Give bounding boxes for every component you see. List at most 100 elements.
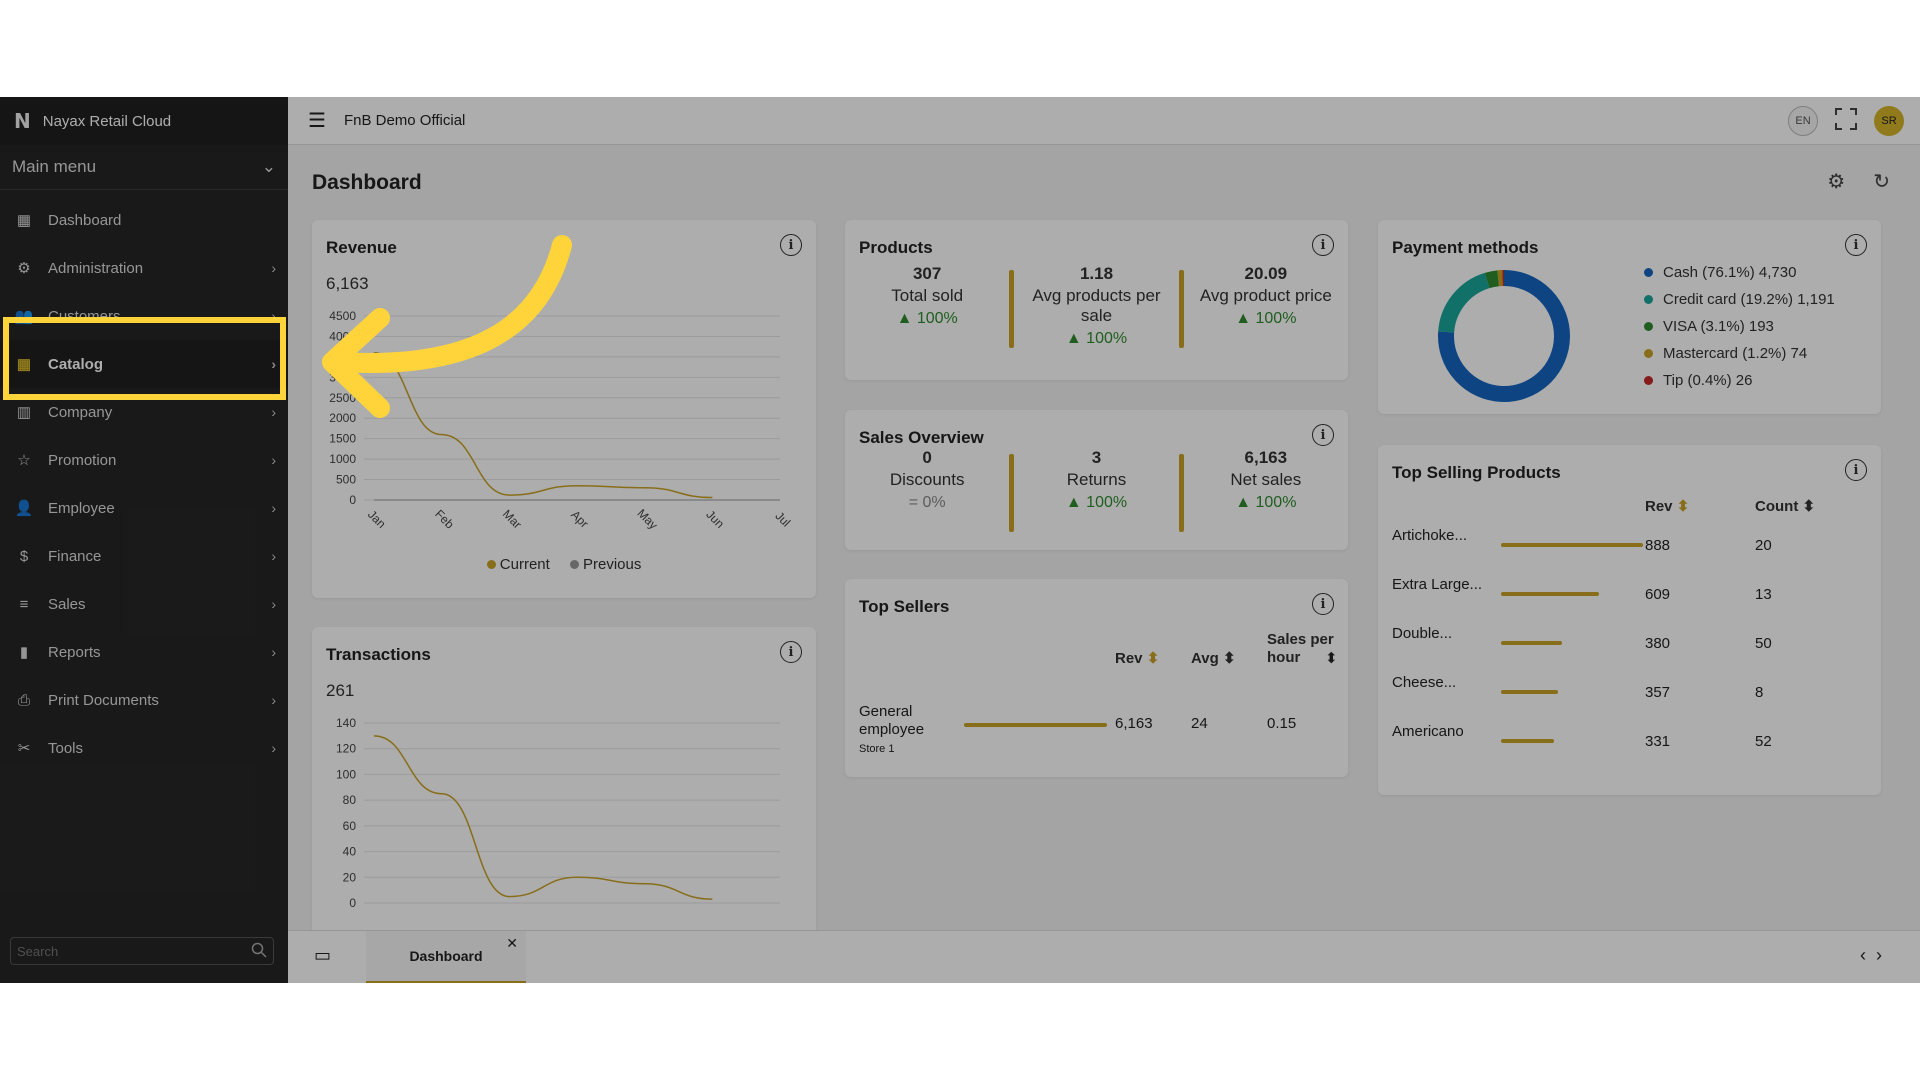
sidebar-item-customers[interactable]: 👥 Customers ›	[0, 292, 288, 340]
product-count: 20	[1755, 537, 1772, 554]
sidebar-item-sales[interactable]: ≡ Sales ›	[0, 580, 288, 628]
stat-divider	[1009, 454, 1015, 532]
chevron-right-icon: ›	[271, 548, 276, 564]
windows-icon[interactable]: ▭	[314, 945, 332, 965]
promotion-icon: ☆	[17, 452, 31, 469]
info-icon[interactable]: i	[1845, 234, 1867, 256]
stat-value: 307	[912, 264, 942, 283]
refresh-icon[interactable]: ↻	[1873, 171, 1890, 193]
sidebar-search[interactable]	[10, 937, 274, 965]
print-icon: ⎙	[17, 691, 30, 709]
seller-avg: 24	[1191, 715, 1208, 732]
payment-legend-item[interactable]: VISA (3.1%) 193	[1644, 318, 1835, 335]
page-title: Dashboard	[312, 171, 422, 194]
stat-change: ▲ 100%	[1235, 494, 1297, 511]
stat-divider	[1178, 270, 1184, 348]
revenue-total: 6,163	[326, 274, 369, 293]
chevron-right-icon: ›	[271, 596, 276, 612]
y-tick-label: 3500	[329, 350, 356, 364]
nayax-logo-icon: N	[14, 109, 31, 133]
stat-value: 1.18	[1079, 264, 1114, 283]
legend-dot	[1644, 268, 1653, 277]
sidebar-search-input[interactable]	[17, 943, 251, 959]
search-icon[interactable]	[251, 942, 267, 961]
info-icon[interactable]: i	[1845, 459, 1867, 481]
col-rev[interactable]: Rev ⬍	[1645, 498, 1690, 515]
sidebar-item-administration[interactable]: ⚙ Administration ›	[0, 244, 288, 292]
brand: N Nayax Retail Cloud	[0, 97, 288, 145]
chevron-right-icon: ›	[271, 356, 276, 372]
tab-scroll-arrows[interactable]: ‹›	[1860, 945, 1892, 965]
transactions-chart: 0 20 40 60 80 100 120 140	[336, 717, 780, 910]
col-avg[interactable]: Avg ⬍	[1191, 650, 1236, 667]
hamburger-menu-icon[interactable]: ☰	[308, 110, 326, 132]
legend-dot	[1644, 349, 1653, 358]
sidebar-item-dashboard[interactable]: ▦ Dashboard	[0, 196, 288, 244]
dashboard-icon: ▦	[16, 212, 32, 229]
info-icon[interactable]: i	[780, 234, 802, 256]
sidebar: N Nayax Retail Cloud Main menu ⌄ ▦ Dashbo…	[0, 97, 288, 983]
sidebar-item-label: Company	[48, 403, 113, 421]
legend-current[interactable]: Current	[486, 556, 550, 573]
donut-slice[interactable]	[1484, 270, 1500, 289]
product-rev: 609	[1645, 586, 1671, 603]
col-sales-per-hour[interactable]: Sales per hour	[1267, 631, 1334, 666]
top-products-title: Top Selling Products	[1392, 463, 1561, 482]
tools-icon: ✂	[17, 740, 31, 757]
product-bar	[1501, 592, 1599, 596]
stat-block: 307 Total sold ▲ 100%	[845, 264, 1009, 348]
language-selector[interactable]: EN	[1788, 106, 1818, 136]
info-icon[interactable]: i	[1312, 424, 1334, 446]
info-icon[interactable]: i	[1312, 593, 1334, 615]
product-name: Cheese...	[1392, 674, 1457, 691]
y-tick-label: 0	[349, 896, 356, 910]
sales-overview-card: Sales Overview i 0 Discounts = 0% 3 Returns ▲…	[845, 410, 1348, 550]
chevron-right-icon: ›	[271, 308, 276, 324]
payment-title: Payment methods	[1392, 238, 1539, 257]
product-count: 8	[1755, 684, 1764, 701]
info-icon[interactable]: i	[1312, 234, 1334, 256]
chevron-right-icon: ›	[271, 644, 276, 660]
sidebar-item-employee[interactable]: 👤 Employee ›	[0, 484, 288, 532]
col-count[interactable]: Count ⬍	[1755, 498, 1816, 515]
chevron-down-icon: ⌄	[261, 157, 276, 176]
x-tick-label: May	[635, 506, 661, 532]
revenue-chart: 0 500 1000 1500 2000 2500 3000 3500 4000 4500 Jan F…	[329, 310, 793, 532]
donut-slice[interactable]	[1438, 272, 1490, 333]
info-icon[interactable]: i	[780, 641, 802, 663]
payment-legend-item[interactable]: Mastercard (1.2%) 74	[1644, 345, 1835, 362]
stat-value: 0	[922, 448, 932, 467]
donut-slice[interactable]	[1438, 270, 1570, 402]
sidebar-item-tools[interactable]: ✂ Tools ›	[0, 724, 288, 772]
stat-block: 6,163 Net sales ▲ 100%	[1184, 448, 1348, 532]
sort-icon[interactable]: ⬍	[1325, 650, 1338, 667]
sidebar-item-promotion[interactable]: ☆ Promotion ›	[0, 436, 288, 484]
y-tick-label: 500	[336, 473, 356, 487]
col-rev[interactable]: Rev ⬍	[1115, 650, 1160, 667]
fullscreen-icon[interactable]	[1834, 107, 1858, 135]
legend-label: Tip (0.4%) 26	[1663, 372, 1753, 389]
x-tick-label: Jun	[703, 507, 727, 531]
user-avatar[interactable]: SR	[1874, 106, 1904, 136]
close-icon[interactable]: ✕	[506, 935, 518, 951]
sidebar-item-company[interactable]: ▥ Company ›	[0, 388, 288, 436]
sidebar-item-finance[interactable]: $ Finance ›	[0, 532, 288, 580]
payment-legend-item[interactable]: Tip (0.4%) 26	[1644, 372, 1835, 389]
x-tick-label: Apr	[568, 508, 591, 531]
stat-value: 6,163	[1244, 448, 1288, 467]
finance-icon: $	[19, 547, 29, 565]
sidebar-item-catalog[interactable]: ▦ Catalog ›	[0, 340, 288, 388]
seller-name: General employee Store 1	[859, 703, 925, 755]
tab-dashboard[interactable]: Dashboard ✕	[366, 931, 526, 983]
sidebar-item-reports[interactable]: ▮ Reports ›	[0, 628, 288, 676]
sidebar-item-print-documents[interactable]: ⎙ Print Documents ›	[0, 676, 288, 724]
y-tick-label: 80	[343, 793, 357, 807]
sales-overview-title: Sales Overview	[859, 428, 984, 447]
gear-icon[interactable]: ⚙	[1827, 171, 1846, 193]
payment-legend-item[interactable]: Cash (76.1%) 4,730	[1644, 264, 1835, 281]
sidebar-item-label: Promotion	[48, 451, 117, 469]
product-rev: 888	[1645, 537, 1671, 554]
main-menu-toggle[interactable]: Main menu ⌄	[0, 145, 288, 190]
payment-legend-item[interactable]: Credit card (19.2%) 1,191	[1644, 291, 1835, 308]
legend-previous[interactable]: Previous	[569, 556, 641, 573]
